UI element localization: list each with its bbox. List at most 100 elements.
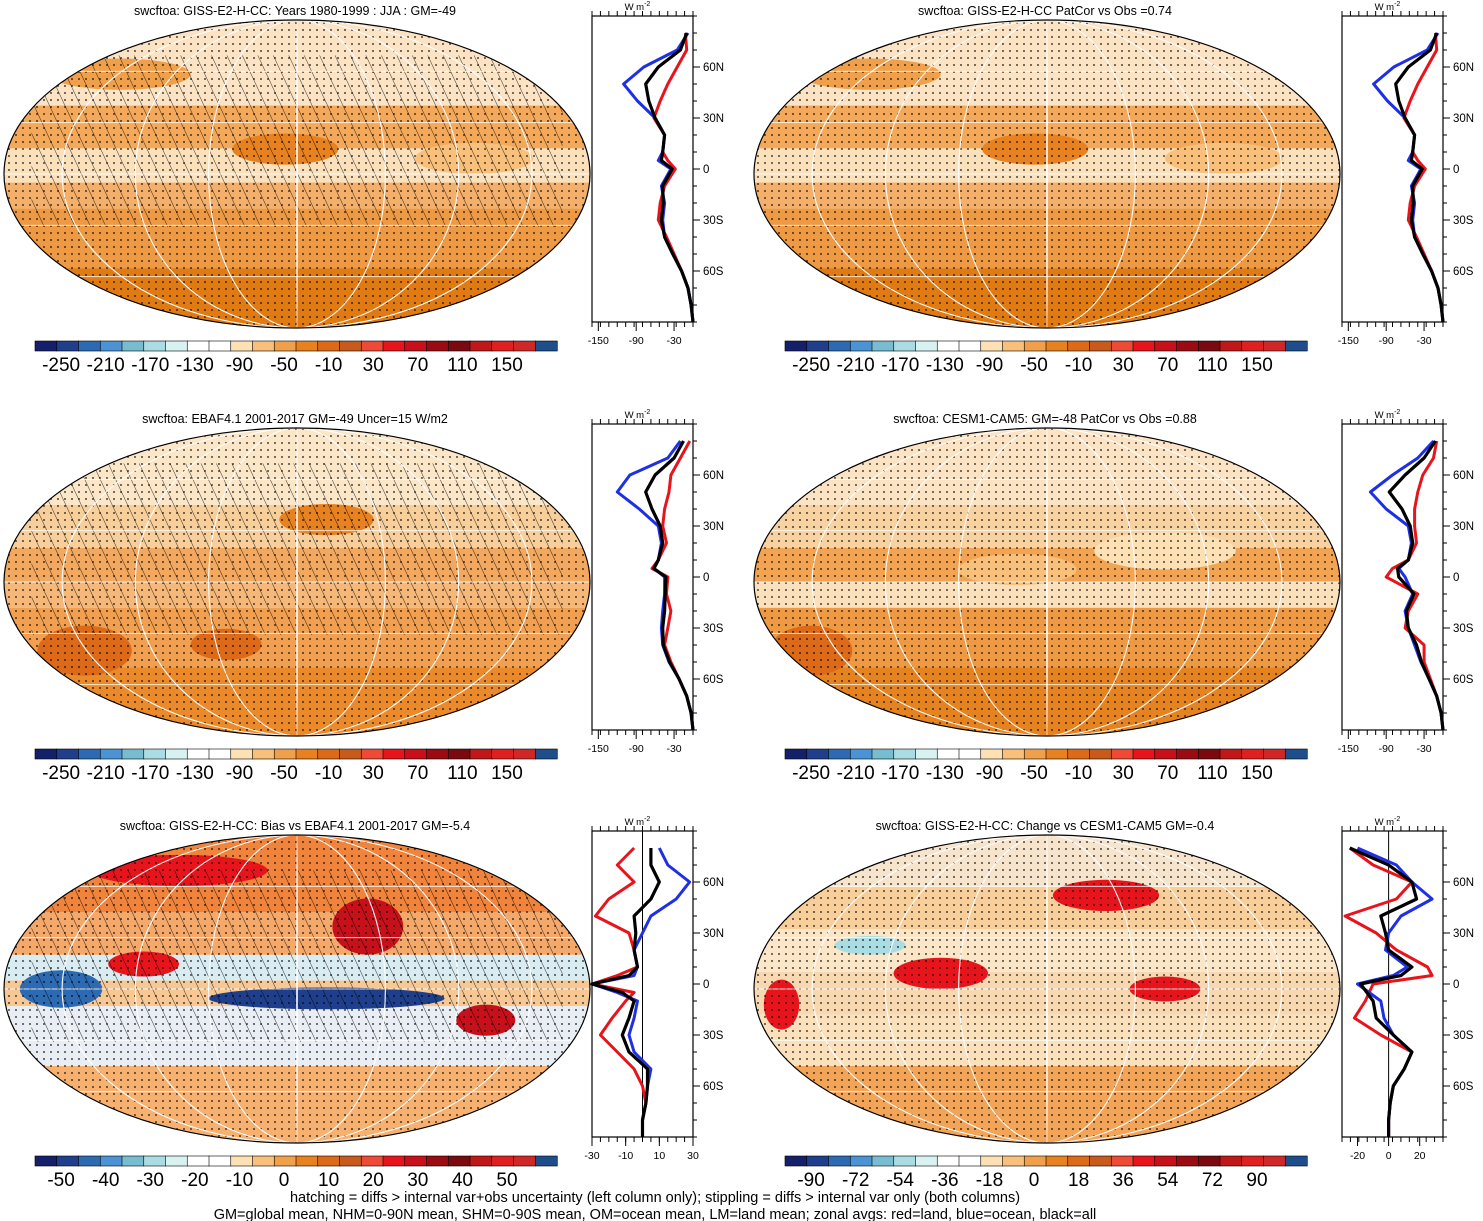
colorbar-swatch xyxy=(1110,1155,1134,1167)
colorbar-swatch xyxy=(404,340,428,352)
colorbar-swatch xyxy=(165,340,188,352)
longitude-line xyxy=(884,835,1210,1143)
colorbar-swatch xyxy=(1219,748,1243,760)
panel-3: swcftoa: EBAF4.1 2001-2017 GM=-49 Uncer=… xyxy=(3,409,724,784)
longitude-line xyxy=(208,428,386,736)
colorbar-swatch xyxy=(936,340,960,352)
zonal-series-all xyxy=(644,440,695,731)
colorbar-label: 30 xyxy=(1113,355,1134,376)
zonal-axes-frame xyxy=(591,15,694,323)
zonal-x-tick-label: -20 xyxy=(1350,1150,1365,1162)
longitude-line xyxy=(884,20,1210,328)
zonal-y-tick-label: 30S xyxy=(1453,623,1474,635)
colorbar-swatch xyxy=(1089,340,1112,352)
panel-6: swcftoa: GISS-E2-H-CC: Change vs CESM1-C… xyxy=(753,816,1474,1191)
colorbar-swatch xyxy=(56,748,80,760)
colorbar-swatch xyxy=(1197,340,1221,352)
colorbar-swatch xyxy=(1176,748,1199,760)
zonal-series-all xyxy=(590,848,661,1137)
colorbar-label: -210 xyxy=(837,355,875,376)
zonal-axes-frame xyxy=(1341,15,1444,323)
panel-4: swcftoa: CESM1-CAM5: GM=-48 PatCor vs Ob… xyxy=(753,409,1474,784)
zonal-series-all xyxy=(1349,846,1419,1137)
zonal-x-tick-label: 0 xyxy=(1386,1150,1392,1162)
colorbar-swatch xyxy=(99,1155,123,1167)
colorbar-swatch xyxy=(34,340,58,352)
colorbar-swatch xyxy=(252,748,275,760)
zonal-x-tick-label: -10 xyxy=(618,1150,633,1162)
colorbar-swatch xyxy=(915,1155,938,1167)
zonal-x-tick-label: -150 xyxy=(588,335,609,347)
zonal-series-all xyxy=(644,32,695,323)
colorbar-label: -250 xyxy=(792,355,830,376)
longitude-line xyxy=(811,428,1283,736)
colorbar-label: -130 xyxy=(926,763,964,784)
longitude-line xyxy=(1046,835,1048,1143)
colorbar-swatch xyxy=(828,1155,851,1167)
colorbar-swatch xyxy=(404,748,428,760)
colorbar-label: -170 xyxy=(131,763,169,784)
colorbar-swatch xyxy=(828,340,851,352)
colorbar-swatch xyxy=(1197,748,1221,760)
colorbar-swatch xyxy=(1241,340,1265,352)
zonal-series-land xyxy=(650,440,695,731)
colorbar-swatch xyxy=(1219,340,1243,352)
colorbar-swatch xyxy=(360,340,384,352)
colorbar-swatch xyxy=(849,748,873,760)
colorbar-label: 30 xyxy=(363,355,384,376)
longitude-line xyxy=(61,835,533,1143)
longitude-line xyxy=(958,428,1136,736)
zonal-x-tick-label: -150 xyxy=(1338,335,1359,347)
colorbar-label: -10 xyxy=(315,355,342,376)
colorbar-label: 18 xyxy=(1068,1170,1089,1191)
colorbar-swatch xyxy=(186,340,210,352)
colorbar-label: -130 xyxy=(176,763,214,784)
longitude-line xyxy=(958,20,1136,328)
zonal-y-tick-label: 0 xyxy=(1453,164,1459,176)
colorbar-swatch xyxy=(915,340,938,352)
panel-2: swcftoa: GISS-E2-H-CC PatCor vs Obs =0.7… xyxy=(753,1,1474,376)
colorbar-swatch xyxy=(165,1155,188,1167)
colorbar-swatch xyxy=(980,1155,1004,1167)
colorbar-swatch xyxy=(230,1155,254,1167)
zonal-unit-exponent: -2 xyxy=(644,816,650,823)
colorbar-label: -170 xyxy=(881,763,919,784)
map-border xyxy=(753,19,1341,329)
colorbar-swatch xyxy=(1154,340,1178,352)
colorbar-swatch xyxy=(56,340,80,352)
colorbar-swatch xyxy=(915,748,938,760)
colorbar-swatch xyxy=(806,1155,830,1167)
colorbar-swatch xyxy=(513,1155,536,1167)
colorbar-label: -10 xyxy=(315,763,342,784)
colorbar-label: 110 xyxy=(1197,763,1227,784)
zonal-y-tick-label: 0 xyxy=(1453,979,1459,991)
colorbar-swatch xyxy=(1110,340,1134,352)
colorbar-swatch xyxy=(165,748,188,760)
colorbar-swatch xyxy=(871,340,895,352)
zonal-x-tick-label: -90 xyxy=(629,335,644,347)
zonal-x-tick-label: -150 xyxy=(588,743,609,755)
zonal-series-land xyxy=(1402,32,1445,323)
zonal-y-tick-label: 30N xyxy=(703,113,724,125)
colorbar-swatch xyxy=(382,340,406,352)
zonal-x-tick-label: -150 xyxy=(1338,743,1359,755)
zonal-y-tick-label: 30S xyxy=(703,1030,724,1042)
colorbar-swatch xyxy=(317,340,341,352)
colorbar-label: -170 xyxy=(881,355,919,376)
colorbar-swatch xyxy=(980,748,1004,760)
footer-layer: hatching = diffs > internal var+obs unce… xyxy=(214,1190,1097,1221)
colorbar-label: 10 xyxy=(318,1170,339,1191)
colorbar-label: -210 xyxy=(87,763,125,784)
colorbar-label: 70 xyxy=(407,763,428,784)
zonal-unit-exponent: -2 xyxy=(1394,409,1400,416)
colorbar-swatch xyxy=(1197,1155,1221,1167)
colorbar-label: 90 xyxy=(1246,1170,1267,1191)
colorbar-swatch xyxy=(893,748,917,760)
zonal-y-tick-label: 60N xyxy=(703,877,724,889)
longitude-line xyxy=(811,20,1283,328)
zonal-y-tick-label: 0 xyxy=(703,164,709,176)
colorbar-swatch xyxy=(208,340,232,352)
colorbar-label: 70 xyxy=(1157,355,1178,376)
longitude-line xyxy=(296,428,298,736)
panel-title: swcftoa: EBAF4.1 2001-2017 GM=-49 Uncer=… xyxy=(142,412,448,426)
